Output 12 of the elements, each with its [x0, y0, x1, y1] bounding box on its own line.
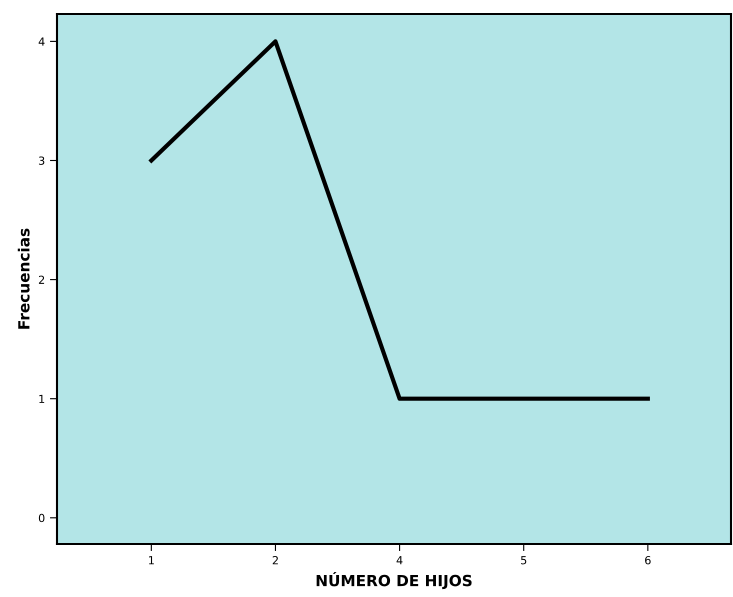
x-tick-label: 5: [521, 556, 526, 564]
y-tick-label: 4: [38, 38, 45, 46]
y-tick-label: 3: [38, 156, 44, 165]
x-tick-label: 4: [396, 556, 402, 564]
x-tick-label: 6: [645, 556, 651, 564]
y-tick-label: 1: [39, 394, 44, 403]
y-tick-label: 0: [38, 514, 44, 522]
x-tick-label: 2: [272, 556, 278, 564]
x-tick-label: 1: [149, 556, 154, 564]
y-axis-title: Frecuencias: [18, 228, 30, 329]
y-tick-label: 2: [38, 276, 44, 284]
x-axis-title: NÚMERO DE HIJOS: [316, 572, 472, 590]
